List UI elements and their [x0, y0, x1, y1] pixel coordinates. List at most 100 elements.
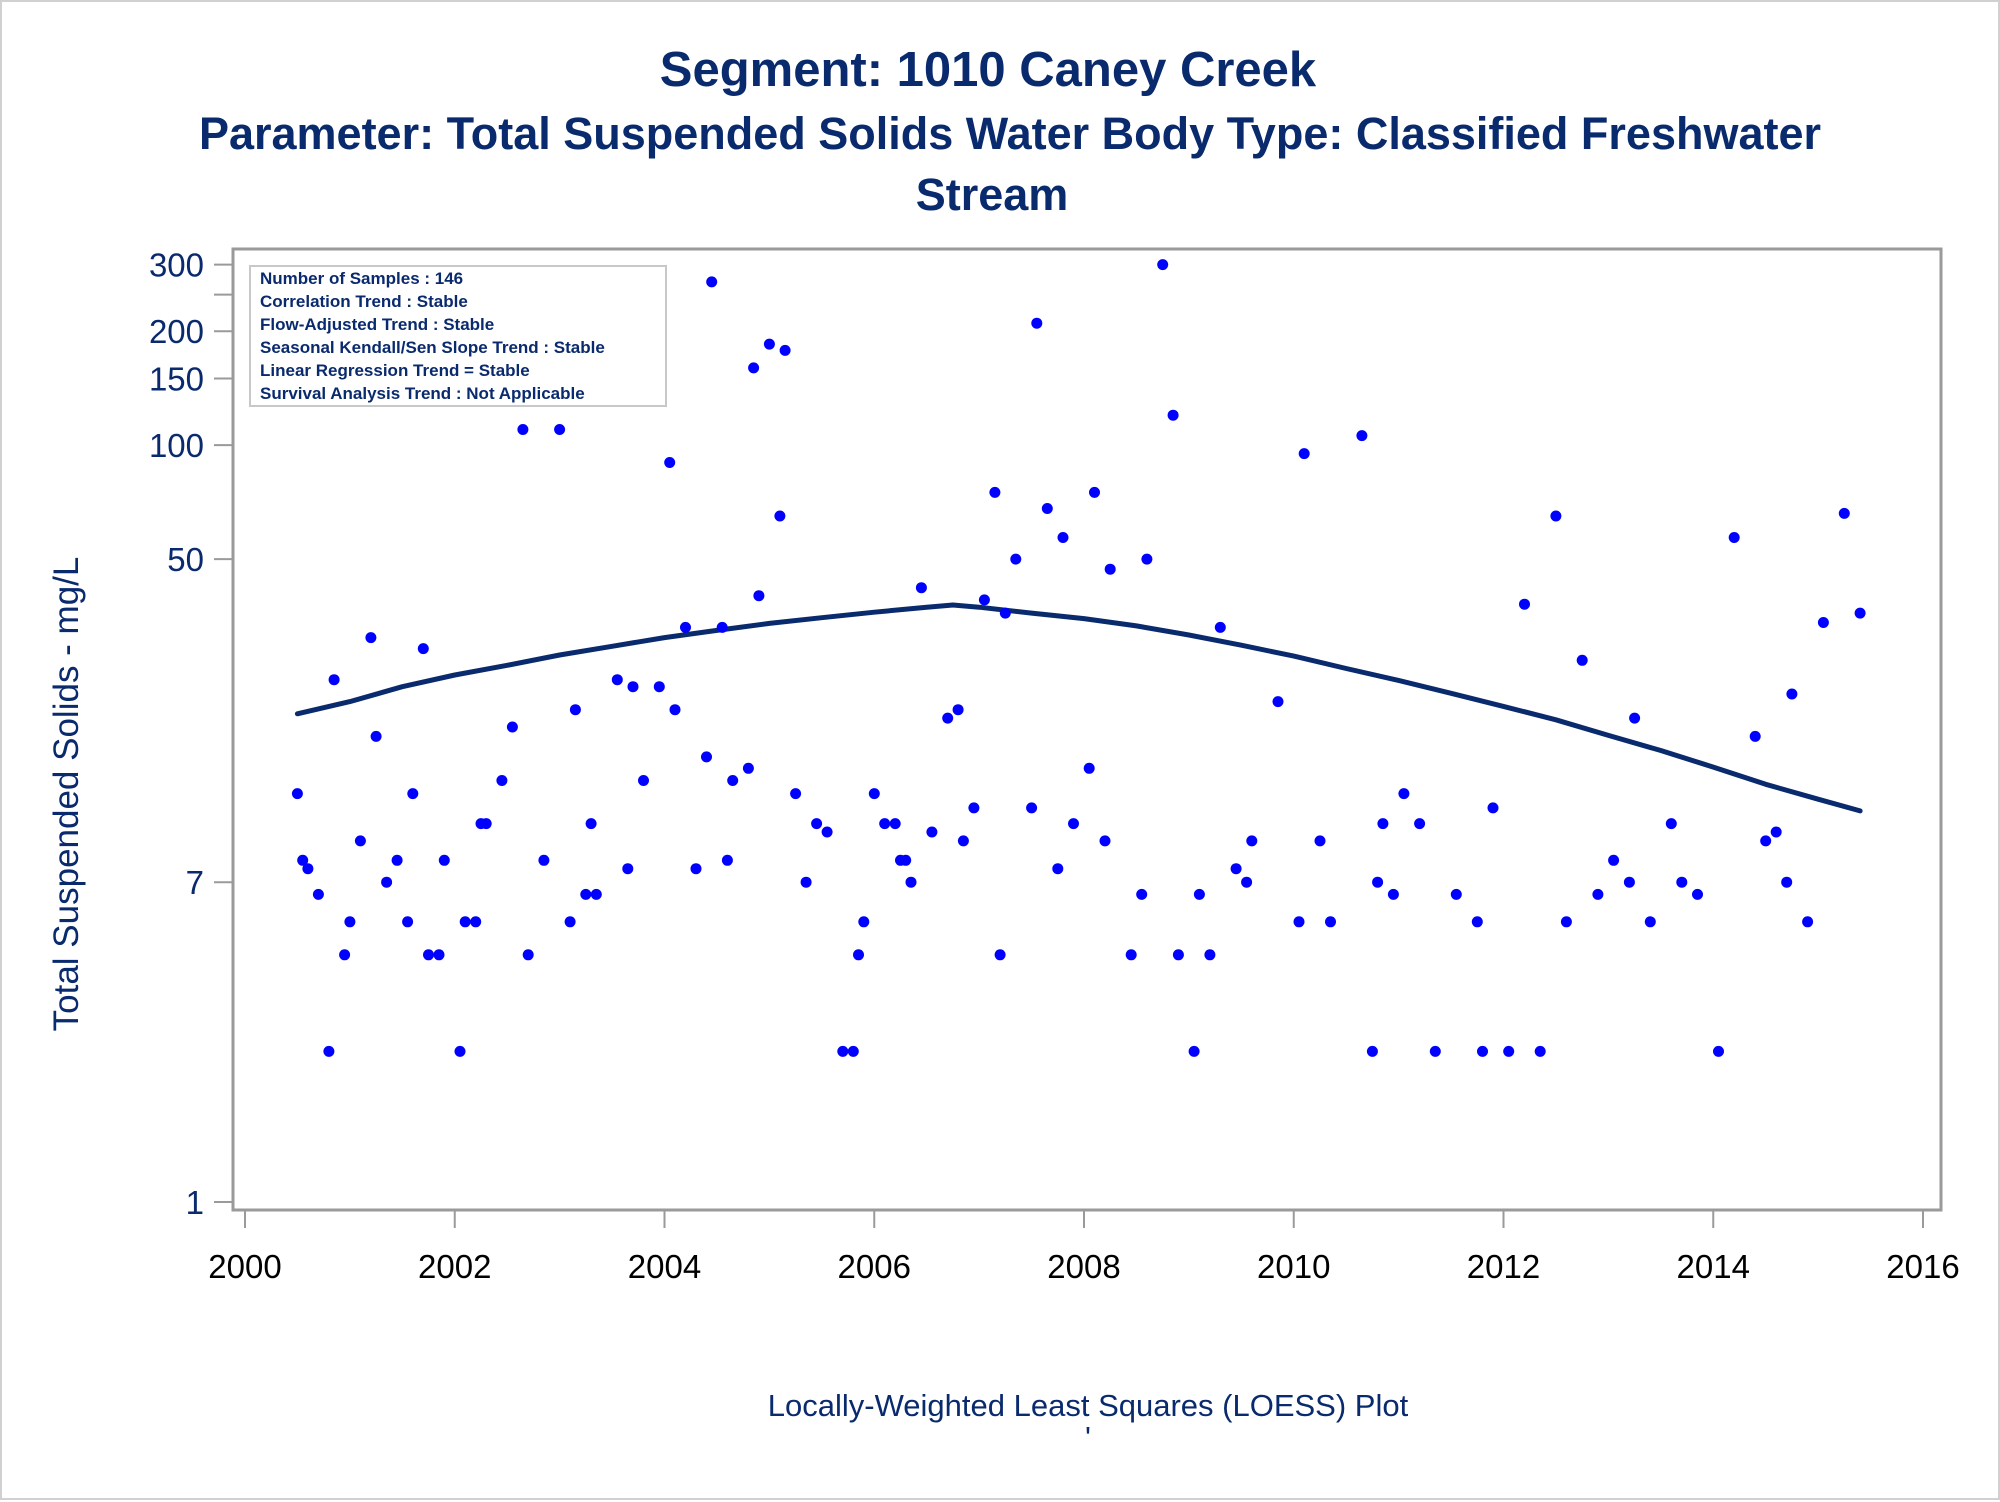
data-point: [1387, 888, 1399, 900]
data-point: [638, 775, 649, 786]
data-point: [790, 788, 802, 800]
data-point: [1644, 916, 1656, 928]
data-point: [994, 949, 1006, 961]
chart-subtitle-line-2: Stream: [916, 169, 1069, 220]
data-point: [664, 457, 676, 468]
data-point: [905, 876, 917, 888]
data-point: [858, 916, 870, 928]
loess-curve-layer: [294, 602, 1863, 814]
data-point: [1068, 818, 1079, 830]
data-point: [470, 916, 482, 928]
data-point: [1629, 712, 1641, 724]
data-point: [821, 826, 833, 838]
data-point: [1398, 788, 1410, 800]
data-point: [968, 802, 980, 814]
data-point: [407, 788, 419, 800]
data-point: [585, 818, 597, 830]
data-point: [564, 916, 576, 928]
data-point: [915, 582, 927, 594]
data-point: [1136, 888, 1148, 900]
data-point: [622, 863, 634, 875]
y-axis: 1 7 50 100 150 200 300: [149, 247, 233, 1221]
x-tick-label-2014: 2014: [1677, 1248, 1750, 1285]
data-point: [354, 835, 366, 847]
data-point: [423, 949, 434, 961]
data-point: [1503, 1045, 1515, 1057]
data-point: [889, 818, 901, 830]
loess-curve: [294, 602, 1863, 814]
data-point: [753, 590, 765, 602]
data-point: [868, 788, 880, 800]
chart-title: Segment: 1010 Caney Creek: [660, 43, 1317, 97]
data-point: [1817, 617, 1829, 628]
data-point: [1356, 430, 1368, 442]
data-point: [312, 888, 324, 900]
x-tick-label-2004: 2004: [628, 1248, 701, 1285]
data-point: [522, 949, 534, 961]
data-point: [1188, 1045, 1200, 1057]
plot-area-border: [231, 247, 1943, 1212]
data-point: [1041, 503, 1053, 514]
data-point: [721, 854, 733, 866]
y-tick-label-150: 150: [149, 361, 204, 398]
data-point: [701, 751, 712, 763]
data-point: [590, 888, 602, 900]
y-tick-label-200: 200: [149, 313, 204, 350]
data-point: [339, 949, 351, 961]
data-point: [1372, 876, 1384, 888]
data-point: [391, 854, 403, 866]
data-point: [1781, 876, 1793, 888]
data-point: [1214, 621, 1226, 633]
data-point: [1477, 1045, 1488, 1057]
data-point: [297, 854, 309, 866]
data-point: [1157, 259, 1169, 271]
data-point: [1576, 654, 1588, 666]
x-tick-label-2010: 2010: [1257, 1248, 1330, 1285]
data-point: [1838, 507, 1850, 519]
data-point: [900, 854, 912, 866]
data-point: [454, 1045, 466, 1057]
data-point: [1366, 1045, 1378, 1057]
data-point: [611, 674, 623, 686]
data-point: [1325, 916, 1336, 928]
data-point: [1099, 835, 1111, 847]
data-point: [417, 643, 429, 655]
data-point: [1487, 802, 1499, 814]
info-line-linear-regression: Linear Regression Trend = Stable: [260, 361, 530, 380]
data-point: [999, 607, 1011, 619]
data-point: [538, 854, 550, 866]
data-point: [402, 916, 414, 928]
data-point: [328, 674, 340, 686]
data-point: [480, 818, 492, 830]
data-point: [627, 681, 639, 693]
data-point: [706, 276, 718, 288]
trend-info-box: Number of Samples : 146 Correlation Tren…: [249, 265, 667, 407]
data-point: [1560, 916, 1572, 928]
data-point: [800, 876, 812, 888]
x-tick-label-2012: 2012: [1467, 1248, 1540, 1285]
data-point: [1204, 949, 1216, 961]
x-tick-label-2002: 2002: [418, 1248, 491, 1285]
data-point: [344, 916, 356, 928]
data-point: [1141, 553, 1153, 565]
data-point: [1089, 486, 1100, 498]
data-point: [1010, 553, 1022, 565]
y-tick-label-7: 7: [186, 864, 204, 901]
data-point: [847, 1045, 859, 1057]
data-point: [1167, 409, 1179, 421]
data-point: [811, 818, 823, 830]
data-point: [653, 681, 665, 693]
data-point: [1450, 888, 1462, 900]
info-line-seasonal-kendall: Seasonal Kendall/Sen Slope Trend : Stabl…: [260, 338, 605, 357]
data-point: [302, 863, 314, 875]
data-point: [1298, 448, 1310, 460]
data-point: [1031, 317, 1043, 329]
data-point: [1429, 1045, 1441, 1057]
chart-subtitle-line-1: Parameter: Total Suspended Solids Water …: [199, 108, 1821, 159]
data-point: [1770, 826, 1782, 838]
data-point: [779, 344, 791, 356]
data-point: [716, 621, 728, 633]
data-point: [459, 916, 471, 928]
data-point: [1692, 888, 1703, 900]
